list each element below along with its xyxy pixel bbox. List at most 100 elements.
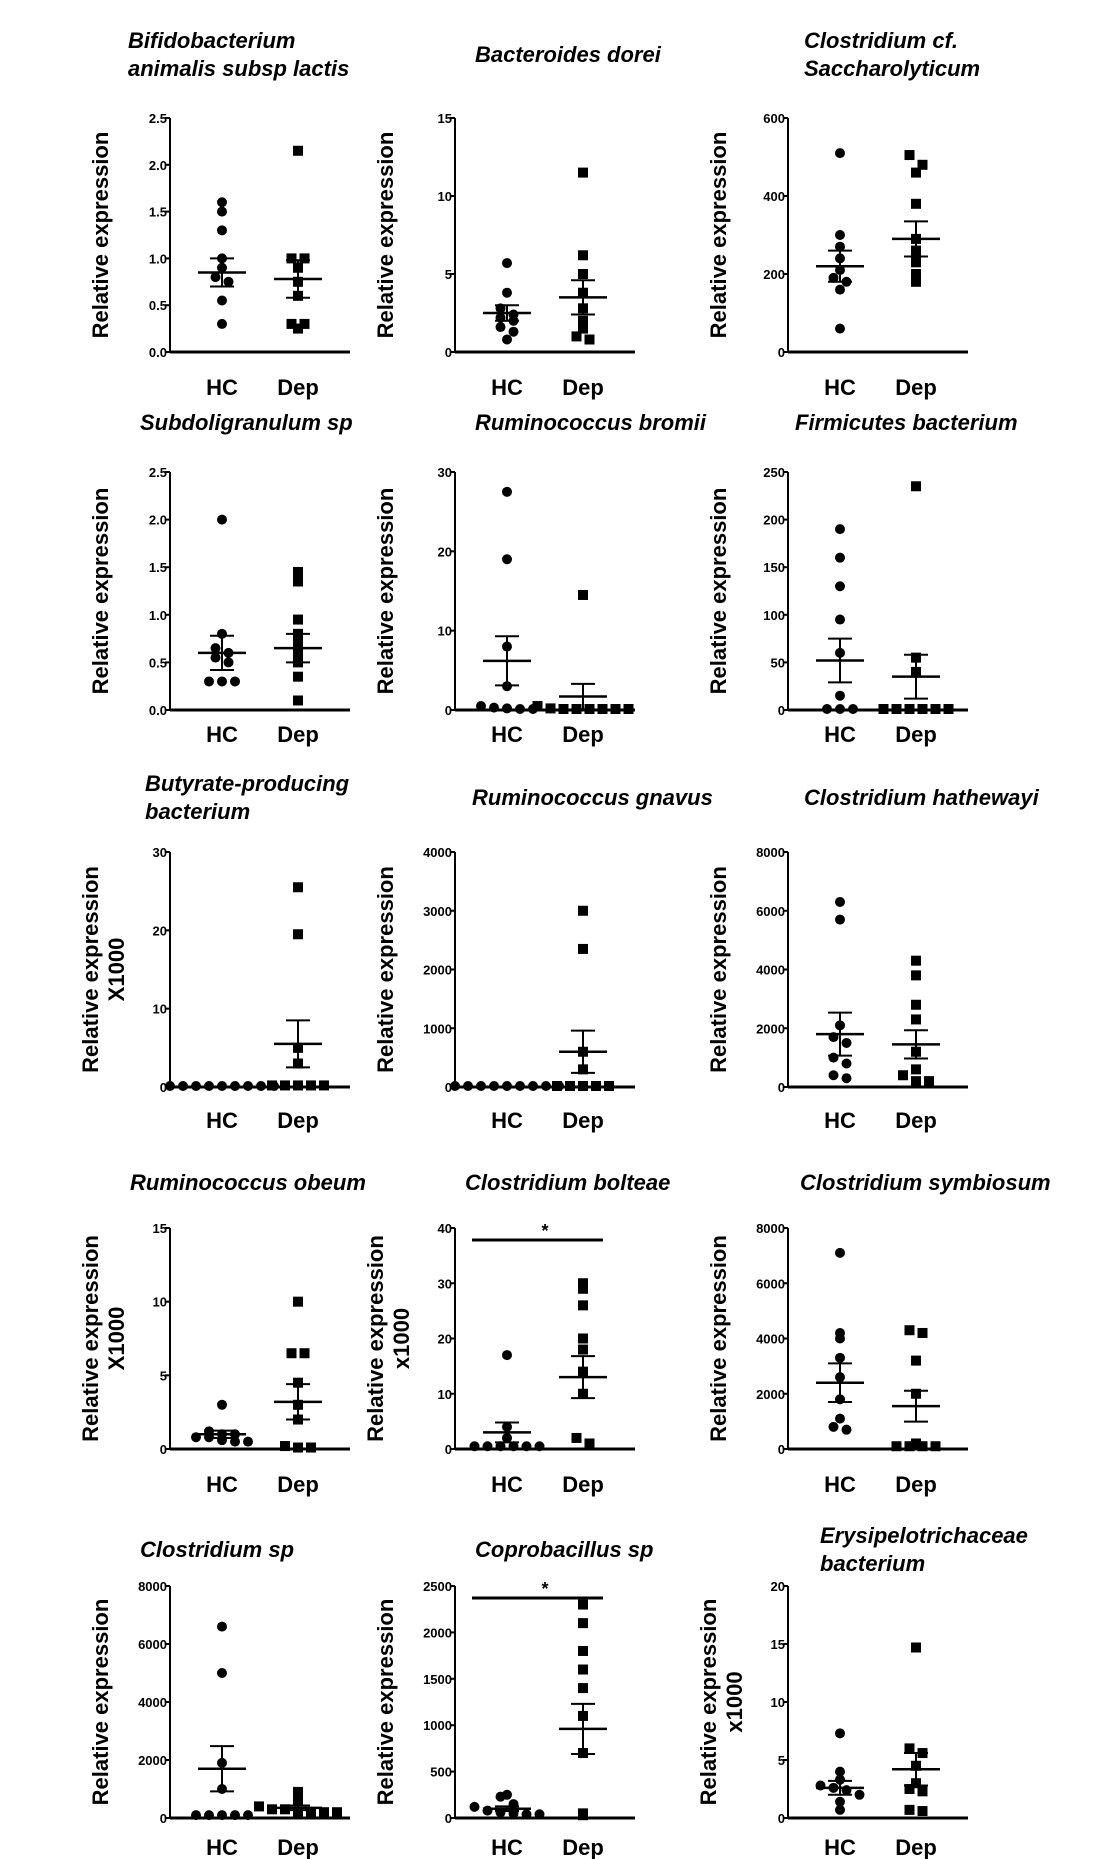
data-point-hc xyxy=(848,704,858,714)
chart-title: Firmicutes bacterium xyxy=(795,410,1018,435)
data-point-dep xyxy=(578,1333,588,1344)
panel-6: Firmicutes bacterium 0 50 100 150 200 250 Relat… xyxy=(706,410,1018,747)
y-tick-label: 20 xyxy=(771,1579,785,1594)
data-point-dep xyxy=(280,1080,290,1091)
data-point-dep xyxy=(891,1441,902,1452)
y-axis-label: Relative expression xyxy=(373,866,398,1073)
category-label-hc: HC xyxy=(491,722,523,747)
data-point-hc xyxy=(835,552,845,563)
category-label-hc: HC xyxy=(491,1835,523,1859)
data-point-hc xyxy=(230,1436,240,1447)
data-point-hc xyxy=(217,197,227,208)
y-tick-label: 1000 xyxy=(423,1021,452,1036)
data-point-dep xyxy=(545,703,556,714)
data-point-hc xyxy=(502,334,512,345)
data-point-hc xyxy=(828,1421,839,1432)
y-axis-label: x1000 xyxy=(722,1671,747,1732)
panel-5: Ruminococcus bromii 0 10 20 30 Relative expre… xyxy=(373,410,707,747)
category-label-hc: HC xyxy=(491,1472,523,1497)
data-point-dep xyxy=(904,1325,915,1336)
data-point-hc xyxy=(835,1796,845,1807)
chart-title: Clostridium hathewayi xyxy=(804,785,1040,810)
data-point-hc xyxy=(515,704,525,714)
data-point-hc xyxy=(502,1350,512,1361)
y-tick-label: 500 xyxy=(430,1765,452,1780)
category-label-dep: Dep xyxy=(895,375,937,400)
y-tick-label: 2000 xyxy=(138,1753,167,1768)
y-axis-label: Relative expression xyxy=(706,488,731,695)
data-point-hc xyxy=(841,1073,852,1084)
data-point-hc xyxy=(854,1789,865,1800)
data-point-dep xyxy=(943,704,954,714)
panel-10: Ruminococcus obeum 0 5 10 15 Relative express… xyxy=(78,1170,366,1497)
y-axis-label: X1000 xyxy=(104,1307,129,1371)
data-point-dep xyxy=(267,1804,277,1815)
data-point-dep xyxy=(578,323,588,334)
data-point-hc xyxy=(835,230,845,240)
category-label-dep: Dep xyxy=(277,1835,319,1859)
data-point-hc xyxy=(835,704,845,714)
data-point-dep xyxy=(584,1438,595,1449)
category-label-hc: HC xyxy=(824,375,856,400)
data-point-dep xyxy=(293,566,303,577)
data-point-dep xyxy=(578,1645,588,1656)
data-point-hc xyxy=(502,703,512,714)
data-point-dep xyxy=(293,1807,303,1818)
category-label-hc: HC xyxy=(206,375,238,400)
data-point-dep xyxy=(578,1618,588,1629)
panel-14: Coprobacillus sp 0 500 1000 1500 2000 2500 Rela… xyxy=(373,1537,653,1859)
data-point-dep xyxy=(584,334,595,345)
data-point-dep xyxy=(532,701,543,712)
data-point-dep xyxy=(911,999,921,1010)
y-tick-label: 10 xyxy=(153,1295,167,1310)
data-point-hc xyxy=(835,1774,845,1785)
data-point-dep xyxy=(904,1743,915,1754)
data-point-hc xyxy=(502,554,512,565)
data-point-hc xyxy=(463,1081,473,1091)
y-axis-label: Relative expression xyxy=(363,1235,388,1442)
data-point-dep xyxy=(293,671,303,682)
y-tick-label: 8000 xyxy=(756,1221,785,1236)
y-tick-label: 8000 xyxy=(138,1579,167,1594)
y-tick-label: 150 xyxy=(763,560,785,575)
data-point-dep xyxy=(911,1642,921,1653)
chart-title: Bifidobacterium xyxy=(128,28,295,53)
data-point-hc xyxy=(828,272,839,283)
y-tick-label: 50 xyxy=(771,655,785,670)
y-tick-label: 20 xyxy=(438,1332,452,1347)
panel-4: Subdoligranulum sp 0.0 0.5 1.0 1.5 2.0 2.5 Rela… xyxy=(88,410,353,747)
category-label-dep: Dep xyxy=(895,1108,937,1133)
data-point-dep xyxy=(332,1807,342,1818)
data-point-hc xyxy=(223,657,234,668)
y-tick-label: 15 xyxy=(771,1637,785,1652)
y-tick-label: 2.5 xyxy=(149,465,167,480)
data-point-dep xyxy=(578,269,588,279)
data-point-dep xyxy=(293,576,303,587)
data-point-dep xyxy=(911,1355,921,1366)
chart-title: animalis subsp lactis xyxy=(128,56,349,81)
y-tick-label: 400 xyxy=(763,189,785,204)
y-axis-label: Relative expression xyxy=(373,488,398,695)
category-label-dep: Dep xyxy=(562,1835,604,1859)
data-point-dep xyxy=(623,704,634,714)
data-point-dep xyxy=(911,1014,921,1025)
data-point-dep xyxy=(306,1807,316,1818)
y-tick-label: 5 xyxy=(160,1368,167,1383)
data-point-dep xyxy=(911,269,921,279)
data-point-dep xyxy=(293,929,303,940)
data-point-dep xyxy=(898,1070,908,1081)
y-tick-label: 2000 xyxy=(756,1021,785,1036)
y-tick-label: 1.5 xyxy=(149,560,167,575)
data-point-hc xyxy=(217,1668,227,1678)
data-point-hc xyxy=(217,1810,227,1821)
data-point-dep xyxy=(578,943,588,954)
panel-1: Bifidobacterium animalis subsp lactis 0.0 0… xyxy=(88,28,350,400)
data-point-dep xyxy=(917,1327,928,1338)
y-tick-label: 2000 xyxy=(423,963,452,978)
data-point-dep xyxy=(917,1806,928,1817)
y-tick-label: 5 xyxy=(445,267,452,282)
y-tick-label: 6000 xyxy=(138,1637,167,1652)
data-point-dep xyxy=(293,1080,303,1091)
y-tick-label: 15 xyxy=(153,1221,167,1236)
data-point-hc xyxy=(476,1081,486,1091)
